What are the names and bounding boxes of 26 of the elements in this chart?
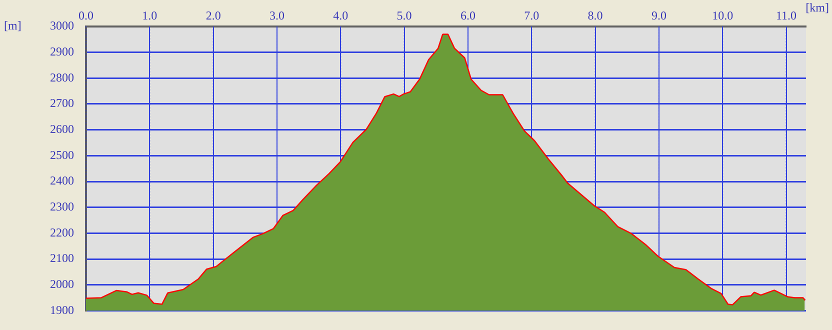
y-tick-label: 2600: [50, 122, 74, 136]
y-tick-label: 2900: [50, 44, 74, 58]
y-tick-label: 2400: [50, 174, 74, 188]
y-tick-label: 2300: [50, 200, 74, 214]
x-tick-label: 11.0: [776, 8, 797, 22]
x-tick-label: 0.0: [78, 8, 94, 22]
x-tick-label: 10.0: [712, 8, 734, 22]
x-tick-label: 9.0: [651, 8, 666, 22]
y-tick-label: 2700: [50, 96, 74, 110]
x-tick-label: 2.0: [206, 8, 221, 22]
x-tick-label: 8.0: [588, 8, 603, 22]
x-tick-label: 6.0: [460, 8, 476, 22]
x-tick-label: 3.0: [269, 8, 284, 22]
y-tick-label: 3000: [50, 18, 74, 33]
y-axis-title: [m]: [4, 18, 22, 33]
x-tick-label: 1.0: [142, 8, 158, 22]
x-tick-label: 5.0: [396, 8, 412, 22]
y-tick-label: 2800: [50, 70, 74, 84]
y-tick-label: 2100: [50, 251, 74, 266]
x-tick-label: 4.0: [333, 8, 348, 22]
y-tick-label: 2500: [50, 148, 74, 162]
x-tick-label: 7.0: [524, 8, 540, 22]
y-tick-label: 1900: [50, 302, 74, 317]
y-tick-label: 2200: [50, 225, 74, 240]
y-tick-label: 2000: [50, 277, 74, 292]
x-axis-title: [km]: [806, 0, 829, 15]
